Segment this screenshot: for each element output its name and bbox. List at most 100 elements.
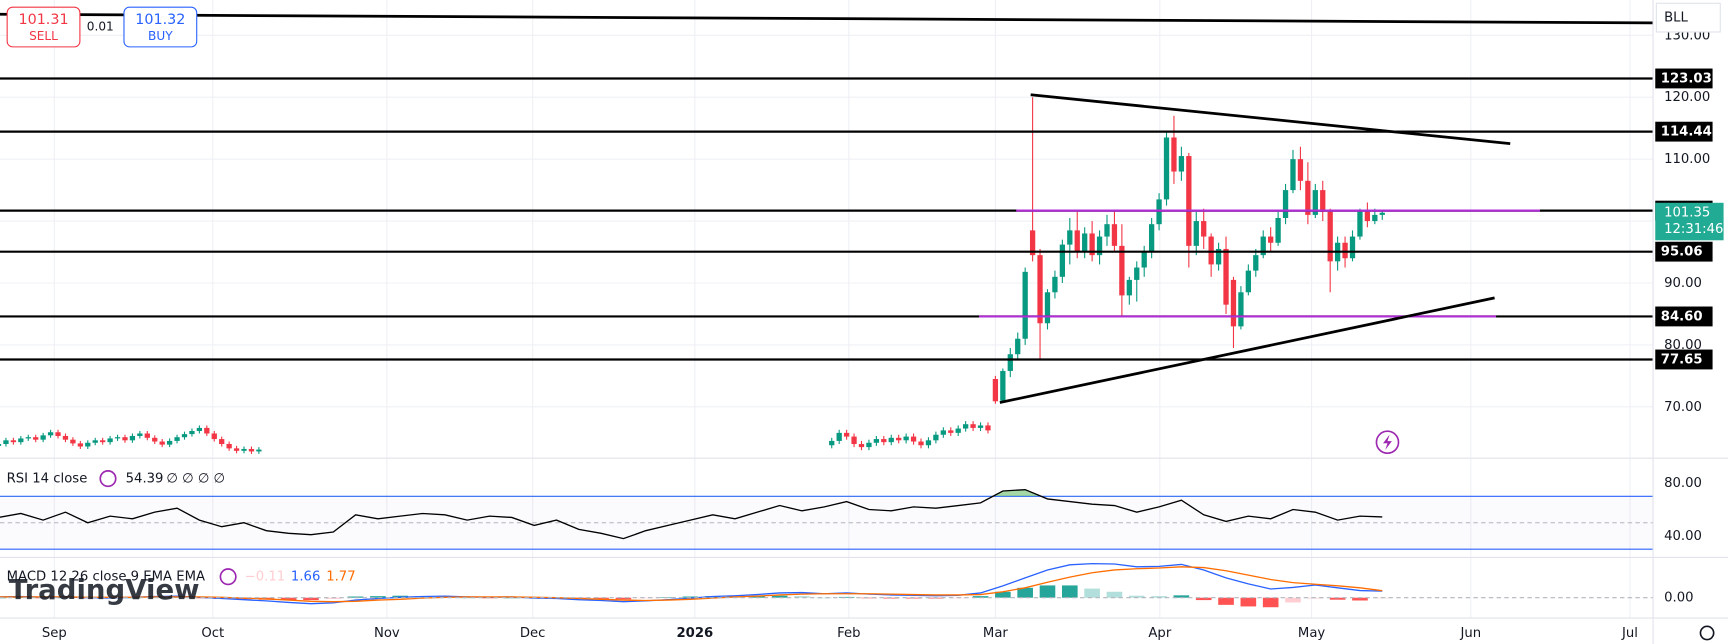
macd-hist-bar bbox=[325, 597, 342, 599]
candle-body bbox=[1022, 271, 1028, 339]
countdown: 12:31:46 bbox=[1664, 222, 1723, 237]
candle-body bbox=[940, 430, 946, 435]
candle-body bbox=[1000, 370, 1006, 401]
settings-icon[interactable] bbox=[1699, 625, 1715, 641]
x-tick-label: 2026 bbox=[676, 626, 713, 641]
candle-body bbox=[1312, 190, 1318, 215]
watermark: TradingView bbox=[9, 574, 200, 606]
candle-body bbox=[1089, 233, 1095, 256]
candle-body bbox=[181, 434, 188, 438]
candle-body bbox=[10, 440, 17, 443]
candle-body bbox=[1119, 245, 1125, 296]
candle-body bbox=[1297, 159, 1304, 181]
candle-body bbox=[1148, 224, 1155, 253]
macd-hist-legend: −0.11 bbox=[245, 570, 286, 585]
alert-bolt bbox=[1383, 434, 1392, 450]
candle-body bbox=[189, 431, 195, 435]
macd-hist-bar bbox=[1218, 597, 1234, 605]
macd-hist-bar bbox=[838, 596, 855, 598]
candle-body bbox=[1379, 212, 1385, 215]
candle-body bbox=[851, 436, 857, 445]
candle-body bbox=[85, 442, 91, 447]
macd-hist-bar bbox=[794, 596, 810, 598]
candle-body bbox=[204, 427, 210, 434]
rsi-tick-label: 40.00 bbox=[1664, 529, 1702, 544]
level-label: 114.44 bbox=[1661, 125, 1712, 140]
alert-icon[interactable] bbox=[1375, 430, 1400, 455]
candle-body bbox=[1215, 248, 1222, 265]
level-label: 77.65 bbox=[1661, 352, 1703, 367]
level-tag bbox=[1655, 241, 1713, 262]
macd-hist-bar bbox=[1017, 587, 1033, 598]
candle-body bbox=[1253, 255, 1259, 271]
rsi-tick-label: 80.00 bbox=[1664, 476, 1702, 491]
candle-body bbox=[137, 433, 143, 436]
candle-body bbox=[1052, 276, 1058, 293]
candle-body bbox=[925, 440, 932, 446]
candle-body bbox=[1044, 292, 1051, 324]
buy-price: 101.32 bbox=[135, 12, 185, 28]
candle-body bbox=[1268, 236, 1274, 243]
buy-button[interactable] bbox=[123, 6, 198, 48]
y-tick-label: 70.00 bbox=[1664, 400, 1702, 415]
candle-body bbox=[918, 441, 924, 446]
candle-body bbox=[241, 448, 247, 451]
candle-body bbox=[211, 433, 217, 440]
candle-body bbox=[55, 432, 61, 436]
macd-hist-bar bbox=[749, 596, 766, 598]
indicator-icon[interactable] bbox=[219, 568, 237, 586]
candle-body bbox=[1171, 137, 1177, 172]
candle-body bbox=[1007, 354, 1013, 371]
level-label: 84.60 bbox=[1661, 309, 1703, 324]
macd-hist-bar bbox=[660, 597, 676, 598]
candle-body bbox=[910, 436, 917, 442]
last-price-tag bbox=[1655, 202, 1724, 241]
candle-body bbox=[1320, 190, 1326, 212]
candle-body bbox=[933, 434, 939, 441]
candle-body bbox=[256, 449, 262, 452]
macd-hist-bar bbox=[1061, 585, 1078, 598]
candle-body bbox=[1327, 211, 1333, 262]
macd-hist-bar bbox=[1173, 595, 1190, 598]
candle-body bbox=[174, 437, 180, 441]
candle-body bbox=[977, 425, 984, 428]
indicator-icon[interactable] bbox=[99, 470, 117, 488]
candle-body bbox=[1074, 230, 1080, 253]
spread: 0.01 bbox=[87, 20, 114, 34]
macd-hist-bar bbox=[816, 597, 833, 599]
candle-body bbox=[1290, 159, 1296, 191]
buy-label: BUY bbox=[148, 29, 173, 43]
candle-body bbox=[1342, 242, 1348, 259]
symbol: BLL bbox=[1664, 11, 1688, 26]
candle-body bbox=[1163, 137, 1170, 200]
trendline bbox=[999, 296, 1495, 404]
macd-hist-bar bbox=[771, 595, 788, 598]
candle-body bbox=[166, 440, 173, 445]
level-label: 123.03 bbox=[1661, 71, 1712, 86]
candle-body bbox=[963, 424, 969, 429]
sell-button[interactable] bbox=[6, 6, 81, 48]
macd-hist-bar bbox=[682, 596, 699, 598]
candle-body bbox=[1029, 230, 1036, 256]
candle-body bbox=[888, 437, 894, 443]
candle-body bbox=[152, 437, 158, 442]
x-tick-label: Dec bbox=[520, 626, 546, 641]
candle-body bbox=[1357, 211, 1363, 237]
symbol-box[interactable] bbox=[1655, 2, 1721, 33]
candle-body bbox=[1305, 180, 1311, 215]
rsi-title: RSI 14 close bbox=[7, 472, 88, 487]
candle-body bbox=[881, 439, 887, 443]
candle-body bbox=[233, 448, 240, 451]
candle-body bbox=[992, 378, 999, 402]
candle-body bbox=[1037, 255, 1043, 324]
candle-body bbox=[1186, 156, 1192, 246]
candle-body bbox=[1111, 224, 1118, 246]
rsi-extras: ∅ ∅ ∅ ∅ bbox=[166, 472, 225, 487]
candle-body bbox=[1364, 211, 1371, 222]
candle-body bbox=[1156, 199, 1162, 225]
candle-body bbox=[18, 438, 24, 443]
level-tag bbox=[1655, 306, 1713, 327]
macd-hist-bar bbox=[1240, 597, 1257, 607]
candle-body bbox=[1015, 338, 1021, 355]
